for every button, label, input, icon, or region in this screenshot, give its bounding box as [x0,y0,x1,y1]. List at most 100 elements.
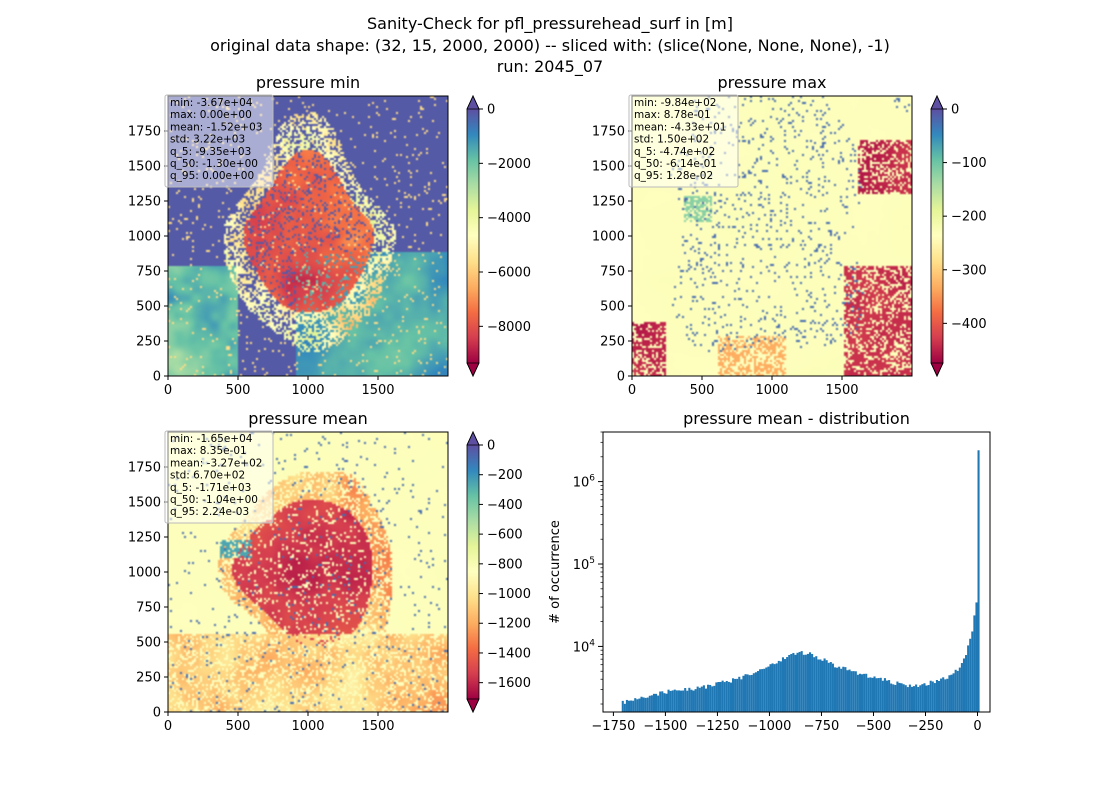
colorbar-tick-label: −600 [487,528,523,543]
stats-line: q_50: -6.14e-01 [634,158,717,170]
histogram-bar [777,660,780,712]
histogram-bar [700,686,703,712]
colorbar-extend-min [466,698,480,713]
histogram-bar [823,658,826,712]
histogram-bar [856,674,859,712]
colorbar-tick-label: −300 [951,263,987,278]
histogram-bar [694,689,697,712]
histogram-bar [885,680,889,712]
histogram-bar [788,654,791,712]
histogram-bar [702,685,705,712]
y-tick-label: 0 [153,370,161,385]
colorbar-gradient [931,109,943,363]
histogram-bar [729,682,732,712]
histogram-bar [642,697,645,712]
colorbar-extend-max [930,95,944,110]
histogram-bar [763,668,766,712]
stats-line: min: -3.67e+04 [170,97,253,109]
x-tick-label: 500 [226,719,251,734]
histogram-bar [954,669,957,712]
y-tick-label: 106 [573,474,596,491]
histogram-bar [935,680,938,712]
histogram-bar [646,697,649,712]
histogram-bar [854,671,857,712]
colorbar-tick-label: −1600 [487,676,531,691]
colorbar-extend-max [466,95,480,110]
histogram-bar [894,684,897,712]
histogram-bar [663,693,666,712]
stats-line: mean: -4.33e+01 [634,121,726,133]
colorbar-tick-label: −6000 [487,265,531,280]
histogram-bar [925,685,928,712]
histogram-bar [858,673,861,712]
y-tick-label: 250 [600,335,625,350]
histogram-bar [736,678,739,712]
histogram-bar [806,653,809,712]
histogram-bar [711,686,714,712]
histogram-bar [827,662,830,712]
histogram-bar [813,657,816,712]
panels: pressure min 0 500 1000 1500 0 250 500 750 1000 12… [128,73,991,734]
histogram-bar [634,698,637,712]
histogram-bar [750,674,753,712]
histogram-bar [910,686,914,712]
x-tick-label: 1000 [291,719,324,734]
stats-line: q_50: -1.30e+00 [170,158,258,170]
histogram-bar [715,682,718,712]
stats-line: max: 0.00e+00 [170,109,252,121]
histogram-bar [759,669,762,712]
colorbar-tick-label: −800 [487,557,523,572]
panel-title: pressure mean [248,409,368,428]
colorbar-tick-label: −200 [951,210,987,225]
x-tick-label: 1000 [291,383,324,398]
histogram-bar [867,677,870,712]
histogram-bar [960,663,963,712]
histogram-bar [906,687,909,712]
histogram-bar [875,678,878,712]
histogram-bar [792,652,795,712]
y-tick-label: 1000 [128,230,161,245]
histogram-bar [940,678,943,712]
histogram-bar [630,700,633,712]
histogram-bar [944,679,947,712]
panel-title: pressure max [717,73,826,92]
histogram-bar [669,690,672,712]
histogram-bar [958,667,961,712]
stats-line: min: -1.65e+04 [170,433,253,445]
histogram-bar [790,653,793,712]
y-tick-label: 500 [136,300,161,315]
histogram-bar [725,680,728,712]
stats-line: min: -9.84e+02 [634,97,716,109]
y-tick-label: 104 [573,638,596,655]
y-tick-label: 1000 [592,230,625,245]
colorbar: 0 −200 −400 −600 −800 −1000 −1200 −1400 −1600 [466,431,531,713]
histogram-bar [709,684,712,712]
stats-line: mean: -3.27e+02 [170,457,262,469]
title-line-2: original data shape: (32, 15, 2000, 2000… [210,36,890,55]
histogram-bar [675,690,678,712]
histogram-bar [677,690,680,712]
histogram-bar [942,677,945,712]
stats-line: std: 1.50e+02 [634,134,709,146]
colorbar-tick-label: −400 [951,317,987,332]
histogram-bar [965,655,968,712]
colorbar-outline [466,431,480,713]
histogram-bar [650,695,653,712]
histogram-bar [696,686,699,712]
histogram-bar [921,684,924,712]
histogram-bar [802,654,805,712]
stats-line: std: 6.70e+02 [170,470,245,482]
histogram-bar [821,660,824,712]
histogram-bar [673,689,676,712]
histogram-bar [904,685,907,712]
y-tick-label: 105 [573,556,595,573]
y-tick-label: 1250 [128,531,161,546]
histogram-bar [842,666,845,712]
histogram-bar [665,693,668,712]
histogram-bar [640,696,643,712]
histogram-bar [740,679,743,712]
histogram-bar [952,673,955,712]
histogram-bar [829,662,832,712]
stats-line: std: 3.22e+03 [170,134,245,146]
histogram-bar [744,674,747,712]
